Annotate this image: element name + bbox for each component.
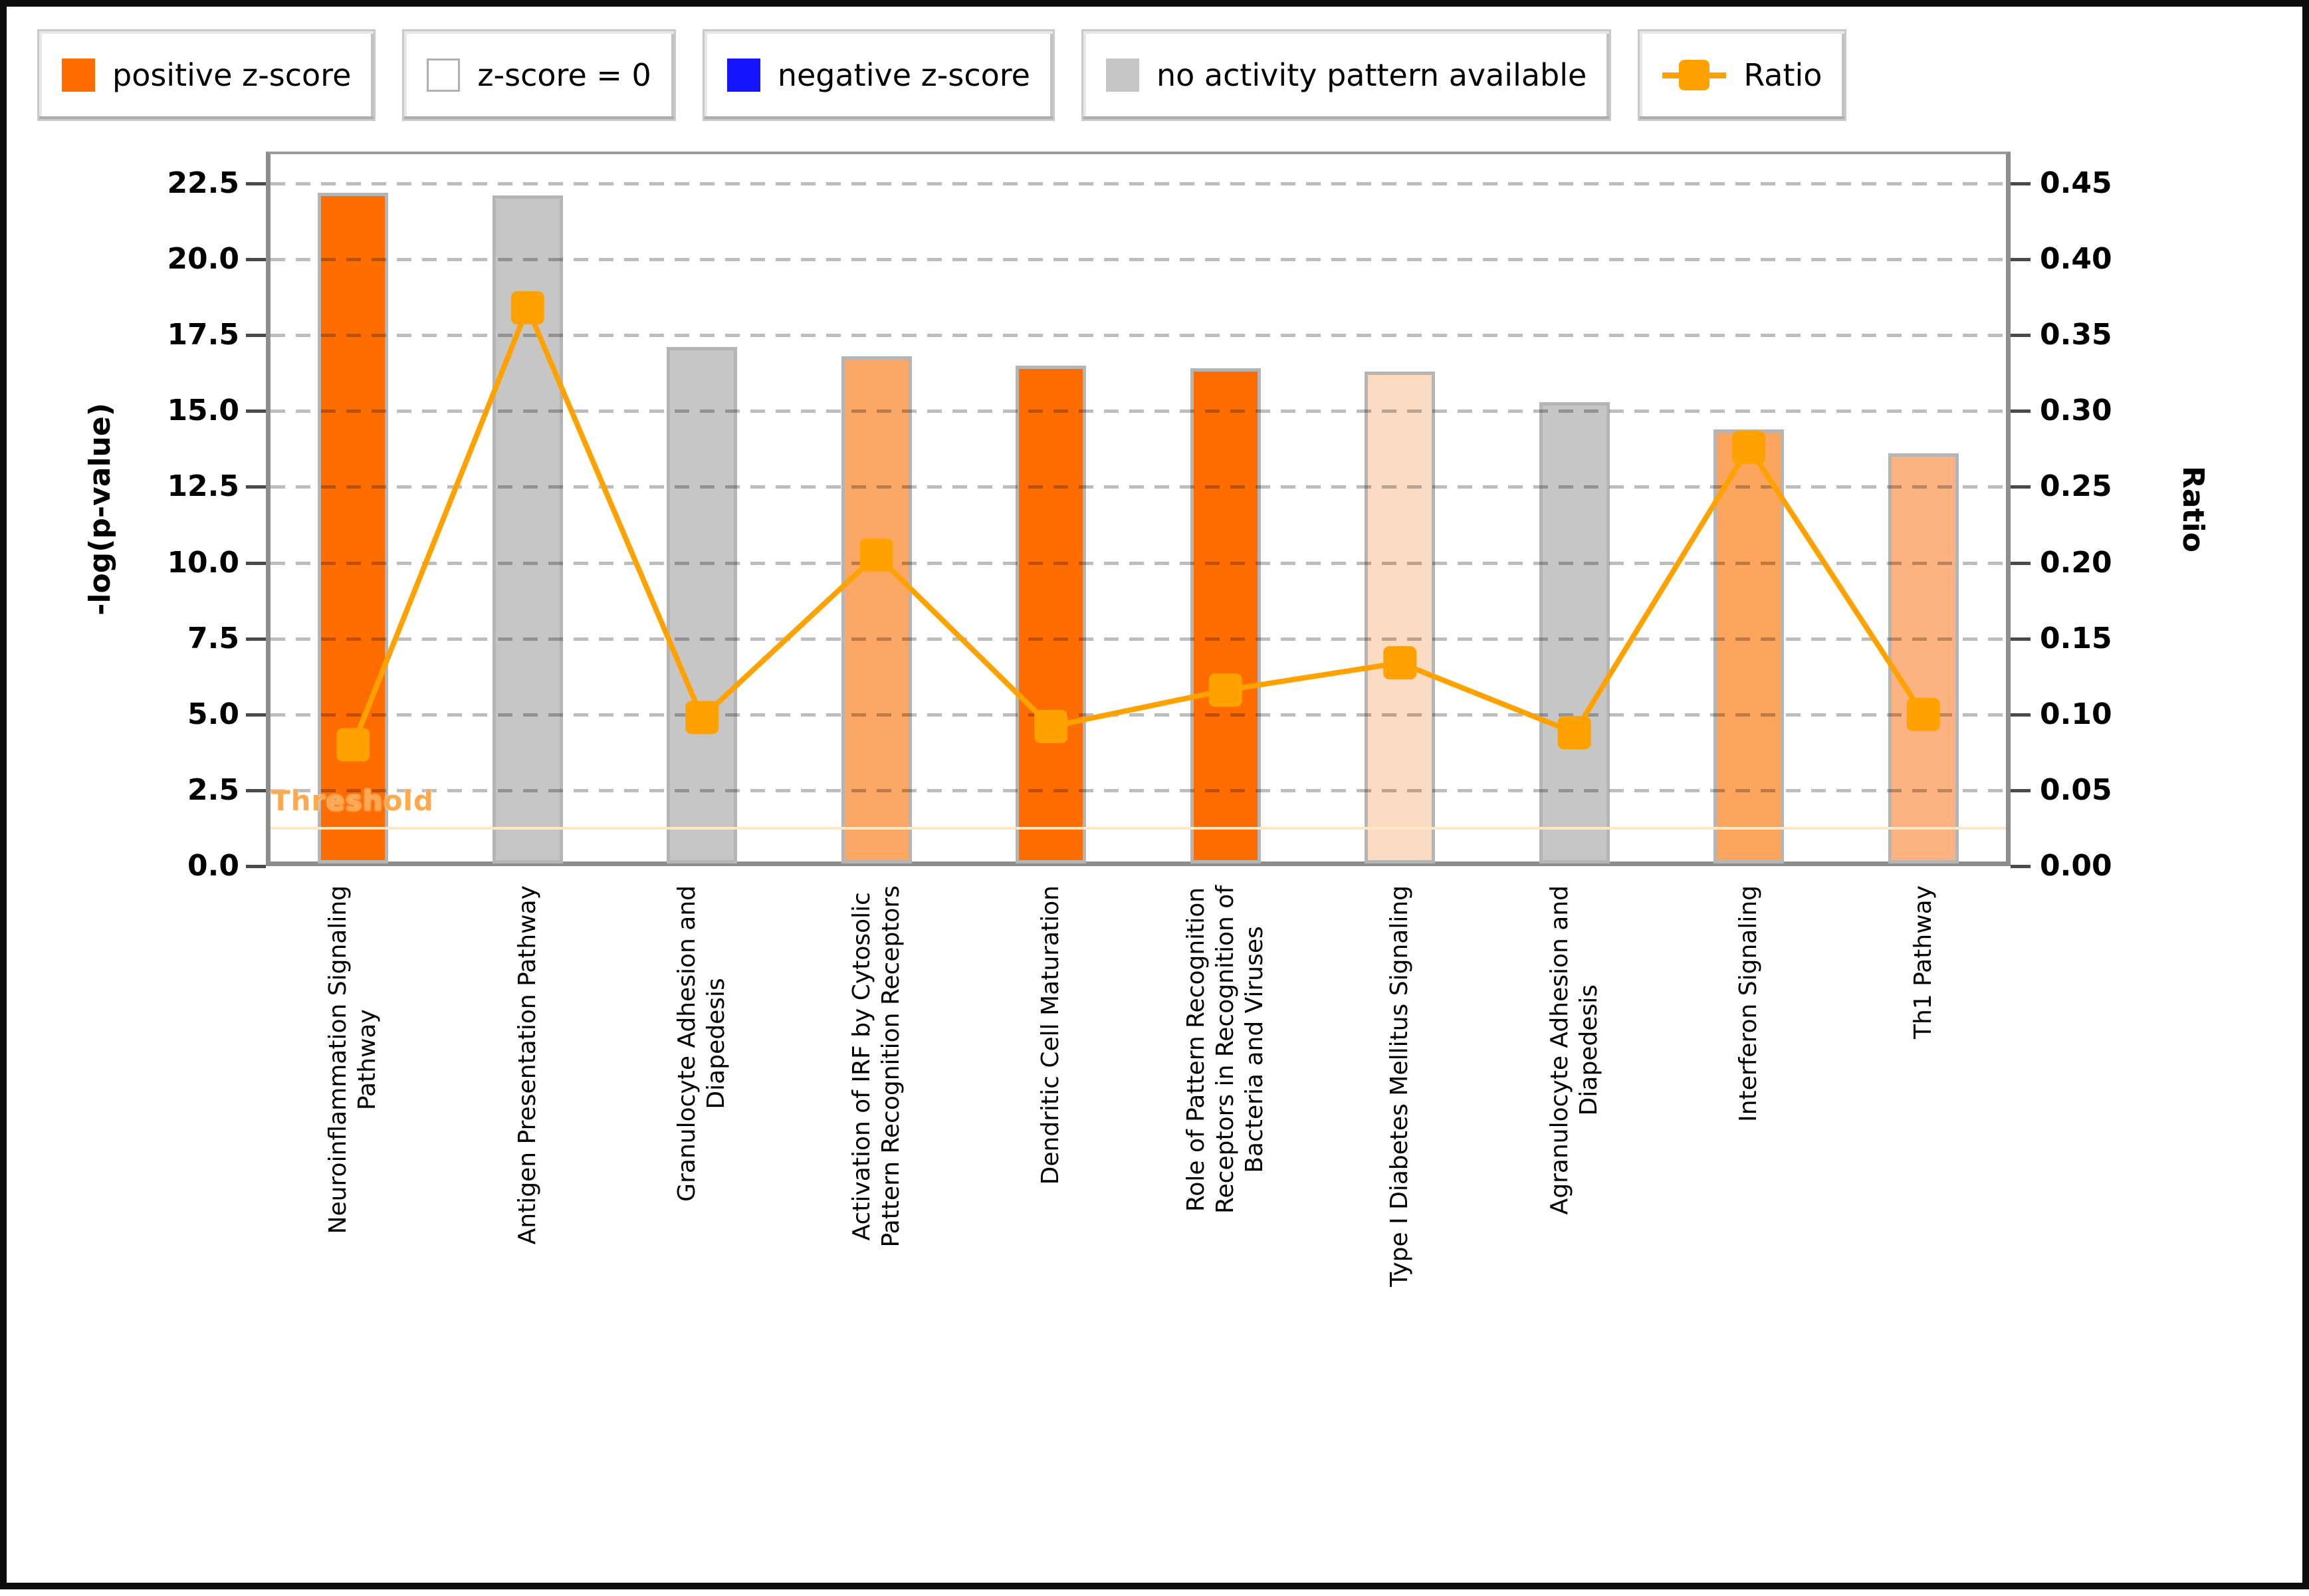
- right-tick-label: 0.20: [2040, 545, 2112, 580]
- left-tick: [246, 788, 266, 792]
- category-label-text: Dendritic Cell Maturation: [1037, 885, 1065, 1185]
- legend-swatch-icon: [62, 58, 95, 92]
- category-label-5: Dendritic Cell Maturation: [964, 885, 1138, 1563]
- gridline: [271, 485, 2006, 489]
- left-tick: [246, 561, 266, 565]
- right-tick: [2011, 182, 2031, 185]
- category-label-text: Antigen Presentation Pathway: [513, 885, 541, 1245]
- gridline: [271, 334, 2006, 338]
- threshold-line: [271, 826, 2006, 830]
- category-label-10: Th1 Pathway: [1836, 885, 2011, 1563]
- left-tick-label: 0.0: [187, 849, 239, 883]
- legend: positive z-score z-score = 0 negative z-sc…: [37, 29, 1847, 121]
- legend-item-no-activity-pattern-available: no activity pattern available: [1081, 29, 1612, 121]
- left-tick-label: 15.0: [167, 394, 239, 428]
- left-tick-label: 17.5: [167, 318, 239, 352]
- legend-swatch-icon: [1105, 58, 1139, 92]
- legend-item-positive-z-score: positive z-score: [37, 29, 376, 121]
- category-label-7: Type I Diabetes Mellitus Signaling: [1313, 885, 1487, 1563]
- category-label-text: Interferon Signaling: [1735, 885, 1763, 1122]
- left-tick: [246, 258, 266, 262]
- left-tick-label: 20.0: [167, 242, 239, 277]
- right-tick: [2011, 485, 2031, 489]
- legend-swatch-icon: [726, 58, 760, 92]
- gridline: [271, 258, 2006, 262]
- left-tick-label: 10.0: [167, 545, 239, 580]
- legend-item-negative-z-score: negative z-score: [702, 29, 1055, 121]
- right-tick-label: 0.45: [2040, 166, 2112, 200]
- gridline: [271, 637, 2006, 641]
- category-label-6: Role of Pattern Recognition Receptors in…: [1139, 885, 1313, 1563]
- right-tick: [2011, 409, 2031, 413]
- left-tick: [246, 182, 266, 185]
- bar-9: [1713, 429, 1785, 863]
- left-tick: [246, 865, 266, 868]
- right-tick: [2011, 561, 2031, 565]
- right-tick-label: 0.00: [2040, 849, 2112, 883]
- left-tick: [246, 409, 266, 413]
- left-tick: [246, 485, 266, 489]
- category-label-text: Granulocyte Adhesion and Diapedesis: [673, 885, 730, 1202]
- right-tick-label: 0.40: [2040, 242, 2112, 277]
- right-tick: [2011, 713, 2031, 717]
- bar-2: [492, 195, 563, 863]
- right-tick-label: 0.15: [2040, 621, 2112, 655]
- ratio-line-marker-icon: [1662, 58, 1727, 92]
- bar-8: [1539, 401, 1610, 863]
- category-label-1: Neuroinflammation Signaling Pathway: [266, 885, 440, 1563]
- right-tick-label: 0.05: [2040, 772, 2112, 807]
- bar-10: [1888, 453, 1959, 863]
- legend-label: z-score = 0: [477, 57, 651, 93]
- right-tick: [2011, 788, 2031, 792]
- left-tick-label: 12.5: [167, 469, 239, 504]
- category-label-4: Activation of IRF by Cytosolic Pattern R…: [790, 885, 964, 1563]
- left-tick-label: 7.5: [187, 621, 239, 655]
- category-label-2: Antigen Presentation Pathway: [441, 885, 615, 1563]
- category-label-9: Interferon Signaling: [1662, 885, 1836, 1563]
- left-tick: [246, 334, 266, 338]
- right-tick-label: 0.35: [2040, 318, 2112, 352]
- gridline: [271, 182, 2006, 185]
- left-tick: [246, 637, 266, 641]
- category-label-8: Agranulocyte Adhesion and Diapedesis: [1487, 885, 1662, 1563]
- legend-label: no activity pattern available: [1156, 57, 1587, 93]
- legend-item-z-score-0: z-score = 0: [402, 29, 676, 121]
- legend-swatch-icon: [427, 58, 461, 92]
- category-label-text: Neuroinflammation Signaling Pathway: [324, 885, 382, 1234]
- right-tick: [2011, 637, 2031, 641]
- gridline: [271, 409, 2006, 413]
- gridline: [271, 713, 2006, 717]
- left-tick-label: 2.5: [187, 772, 239, 807]
- right-tick: [2011, 865, 2031, 868]
- right-tick-label: 0.10: [2040, 697, 2112, 731]
- bar-1: [318, 192, 389, 863]
- right-axis-title: Ratio: [2176, 466, 2211, 552]
- right-tick: [2011, 258, 2031, 262]
- right-tick-label: 0.25: [2040, 469, 2112, 504]
- right-tick-label: 0.30: [2040, 394, 2112, 428]
- bar-3: [667, 347, 738, 863]
- category-label-text: Agranulocyte Adhesion and Diapedesis: [1545, 885, 1602, 1215]
- legend-label: negative z-score: [777, 57, 1030, 93]
- gridline: [271, 788, 2006, 792]
- threshold-label: Threshold: [271, 784, 434, 817]
- category-label-text: Role of Pattern Recognition Receptors in…: [1182, 885, 1268, 1214]
- left-axis-title: -log(p-value): [82, 403, 117, 616]
- category-label-3: Granulocyte Adhesion and Diapedesis: [615, 885, 789, 1563]
- category-label-text: Th1 Pathway: [1909, 885, 1937, 1040]
- legend-item-ratio: Ratio: [1638, 29, 1847, 121]
- left-tick-label: 22.5: [167, 166, 239, 200]
- bar-4: [841, 356, 912, 863]
- legend-label: positive z-score: [112, 57, 352, 93]
- left-tick-label: 5.0: [187, 697, 239, 731]
- right-tick: [2011, 334, 2031, 338]
- left-tick: [246, 713, 266, 717]
- gridline: [271, 561, 2006, 565]
- category-label-text: Activation of IRF by Cytosolic Pattern R…: [847, 885, 905, 1248]
- category-label-text: Type I Diabetes Mellitus Signaling: [1386, 885, 1414, 1288]
- legend-label: Ratio: [1743, 57, 1822, 93]
